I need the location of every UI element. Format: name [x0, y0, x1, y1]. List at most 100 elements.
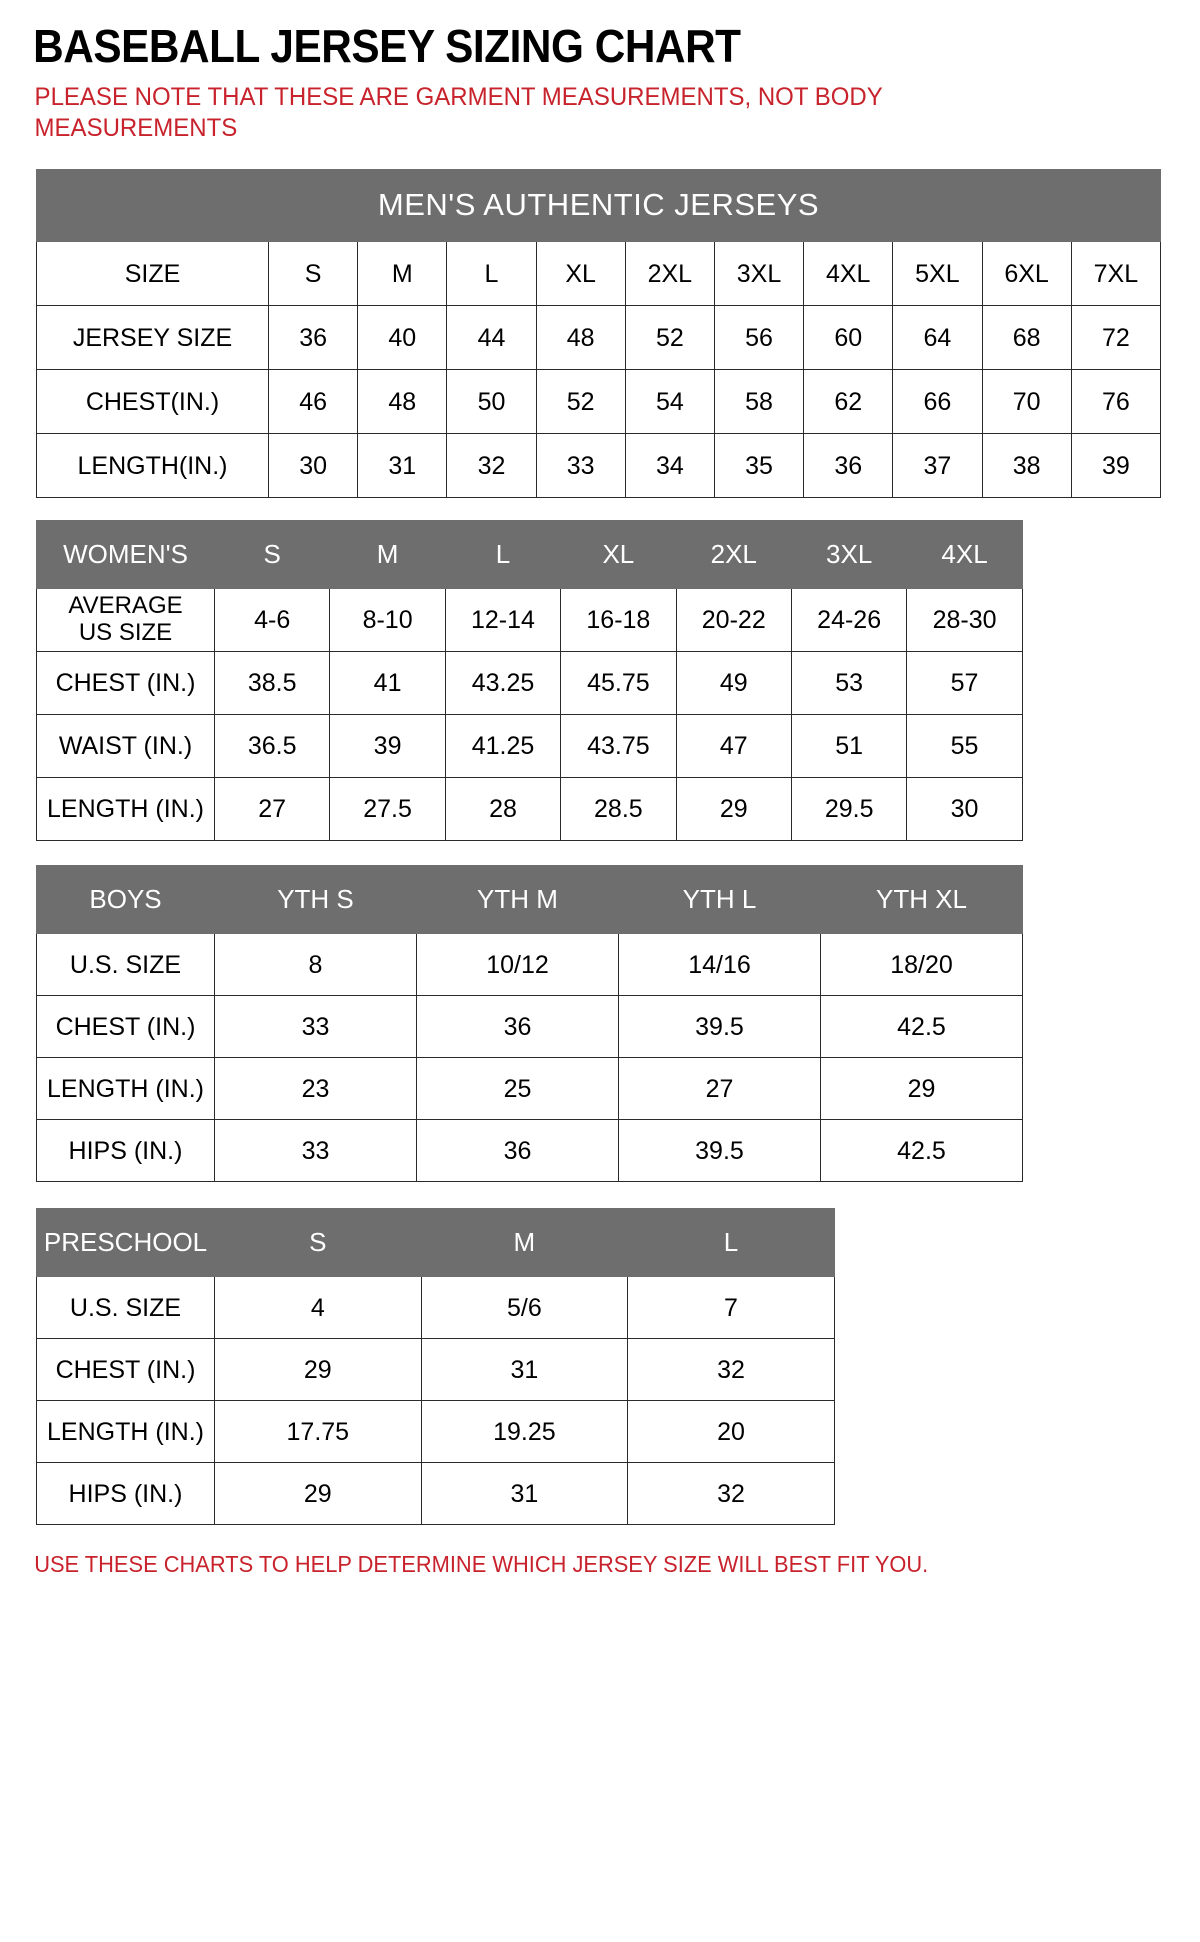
womens-row-label-line1: AVERAGE	[68, 592, 183, 620]
mens-size-header: 3XL	[713, 241, 805, 307]
boys-row-label: U.S. SIZE	[36, 933, 215, 997]
mens-cell: 46	[267, 369, 359, 435]
womens-cell: 28-30	[906, 588, 1023, 653]
womens-cell: 57	[906, 651, 1023, 716]
preschool-cell: 20	[627, 1400, 835, 1464]
womens-cell: 43.75	[560, 714, 677, 779]
table-row: CHEST (IN.) 29 31 32	[36, 1338, 835, 1402]
womens-cell: 30	[906, 777, 1023, 842]
mens-cell: 50	[446, 369, 537, 435]
mens-cell: 68	[981, 305, 1072, 371]
preschool-cell: 29	[214, 1338, 422, 1402]
preschool-table-section: PRESCHOOL S M L U.S. SIZE 4 5/6 7 CHEST …	[0, 1208, 1200, 1526]
preschool-size-header: M	[420, 1208, 629, 1278]
womens-cell: 43.25	[444, 651, 562, 716]
womens-cell: 36.5	[213, 714, 331, 779]
womens-row-label-line2: US SIZE	[78, 619, 173, 647]
preschool-corner-label: PRESCHOOL	[36, 1208, 215, 1278]
preschool-row-label: LENGTH (IN.)	[36, 1400, 215, 1464]
table-row: HIPS (IN.) 33 36 39.5 42.5	[36, 1119, 1023, 1183]
preschool-cell: 19.25	[420, 1400, 629, 1464]
womens-header-row: WOMEN'S S M L XL 2XL 3XL 4XL	[36, 520, 1023, 590]
mens-cell: 35	[713, 433, 805, 499]
mens-cell: 36	[803, 433, 894, 499]
womens-cell: 39	[329, 714, 446, 779]
table-row: CHEST (IN.) 38.5 41 43.25 45.75 49 53 57	[36, 651, 1023, 716]
boys-size-header: YTH S	[214, 865, 417, 935]
table-row: CHEST (IN.) 33 36 39.5 42.5	[36, 995, 1023, 1059]
table-row: U.S. SIZE 8 10/12 14/16 18/20	[36, 933, 1023, 997]
mens-size-header: XL	[535, 241, 626, 307]
preschool-cell: 29	[214, 1462, 422, 1526]
boys-cell: 29	[820, 1057, 1023, 1121]
table-row: WAIST (IN.) 36.5 39 41.25 43.75 47 51 55	[36, 714, 1023, 779]
womens-cell: 20-22	[675, 588, 792, 653]
preschool-size-header: S	[214, 1208, 422, 1278]
womens-cell: 49	[675, 651, 792, 716]
womens-row-label: AVERAGE US SIZE	[36, 588, 215, 653]
page-title: BASEBALL JERSEY SIZING CHART	[33, 20, 741, 72]
preschool-header-row: PRESCHOOL S M L	[36, 1208, 835, 1278]
womens-table-section: WOMEN'S S M L XL 2XL 3XL 4XL AVERAGE US S…	[0, 520, 1200, 842]
mens-row-label: CHEST(IN.)	[36, 369, 269, 435]
boys-row-label: CHEST (IN.)	[36, 995, 215, 1059]
boys-cell: 10/12	[416, 933, 619, 997]
mens-header-row: SIZE S M L XL 2XL 3XL 4XL 5XL 6XL 7XL	[36, 241, 1162, 307]
womens-cell: 28	[444, 777, 562, 842]
table-row: HIPS (IN.) 29 31 32	[36, 1462, 835, 1526]
womens-cell: 41	[329, 651, 446, 716]
mens-cell: 56	[713, 305, 805, 371]
boys-cell: 33	[214, 995, 417, 1059]
womens-cell: 24-26	[790, 588, 908, 653]
mens-cell: 76	[1070, 369, 1162, 435]
mens-size-header: S	[267, 241, 359, 307]
mens-banner-row: MEN'S AUTHENTIC JERSEYS	[35, 169, 1162, 243]
mens-size-header: 4XL	[803, 241, 894, 307]
mens-cell: 36	[267, 305, 359, 371]
table-row: AVERAGE US SIZE 4-6 8-10 12-14 16-18 20-2…	[36, 588, 1023, 653]
womens-cell: 55	[906, 714, 1023, 779]
boys-cell: 27	[618, 1057, 821, 1121]
mens-cell: 52	[624, 305, 715, 371]
mens-size-header: M	[357, 241, 448, 307]
table-row: LENGTH(IN.) 30 31 32 33 34 35 36 37 38 3…	[36, 433, 1162, 499]
boys-cell: 8	[214, 933, 417, 997]
spacer-after-boys	[0, 1182, 1200, 1208]
mens-cell: 64	[892, 305, 983, 371]
mens-cell: 38	[981, 433, 1072, 499]
preschool-cell: 32	[627, 1338, 835, 1402]
mens-size-header: L	[446, 241, 537, 307]
mens-cell: 48	[357, 369, 448, 435]
preschool-cell: 5/6	[420, 1276, 629, 1340]
boys-cell: 33	[214, 1119, 417, 1183]
womens-cell: 29	[675, 777, 792, 842]
preschool-size-header: L	[627, 1208, 835, 1278]
boys-size-header: YTH L	[618, 865, 821, 935]
boys-cell: 25	[416, 1057, 619, 1121]
mens-cell: 62	[803, 369, 894, 435]
womens-size-header: M	[329, 520, 446, 590]
mens-size-header: 7XL	[1070, 241, 1162, 307]
boys-cell: 36	[416, 995, 619, 1059]
boys-cell: 39.5	[618, 1119, 821, 1183]
womens-cell: 29.5	[790, 777, 908, 842]
mens-cell: 60	[803, 305, 894, 371]
spacer-after-mens	[0, 498, 1200, 520]
preschool-row-label: HIPS (IN.)	[36, 1462, 215, 1526]
mens-cell: 70	[981, 369, 1072, 435]
preschool-cell: 17.75	[214, 1400, 422, 1464]
preschool-cell: 32	[627, 1462, 835, 1526]
mens-cell: 48	[535, 305, 626, 371]
mens-size-header: 5XL	[892, 241, 983, 307]
boys-cell: 23	[214, 1057, 417, 1121]
mens-row-label: LENGTH(IN.)	[36, 433, 269, 499]
womens-cell: 41.25	[444, 714, 562, 779]
mens-size-header: 2XL	[624, 241, 715, 307]
mens-cell: 30	[267, 433, 359, 499]
preschool-cell: 4	[214, 1276, 422, 1340]
boys-row-label: LENGTH (IN.)	[36, 1057, 215, 1121]
mens-cell: 44	[446, 305, 537, 371]
mens-cell: 34	[624, 433, 715, 499]
womens-cell: 27	[213, 777, 331, 842]
womens-size-header: XL	[560, 520, 677, 590]
